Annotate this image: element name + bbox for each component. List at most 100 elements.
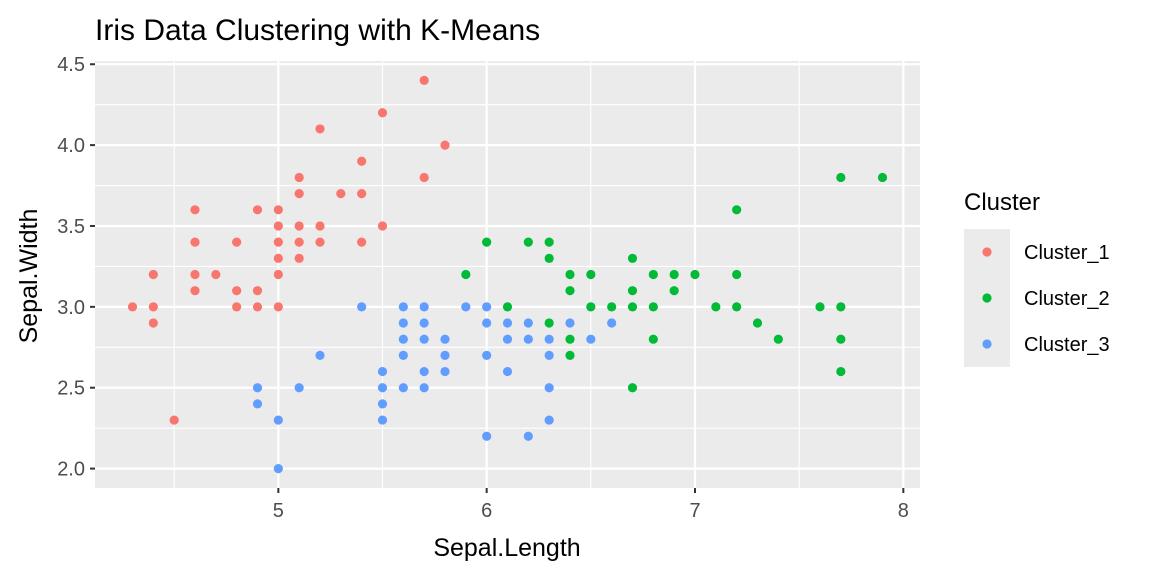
data-point [440,334,450,344]
data-point [398,334,408,344]
data-point [419,75,429,86]
data-point [523,318,533,328]
legend-label: Cluster_3 [1024,334,1110,356]
legend-item: Cluster_2 [964,275,1110,321]
data-point [627,302,638,312]
data-point [648,302,658,312]
legend-item: Cluster_3 [964,321,1110,367]
data-point [398,383,408,393]
data-point [877,172,888,183]
data-point [273,253,283,263]
series-cluster-3 [252,302,617,474]
data-point [669,286,679,296]
data-point [252,205,263,215]
data-point [377,399,388,409]
data-point [565,286,575,296]
data-point [294,253,304,263]
y-tick-label: 4.0 [57,135,85,157]
data-point [648,269,658,280]
data-point [711,302,721,312]
y-tick-label: 3.0 [57,297,85,319]
data-point [273,221,283,231]
data-point [502,302,513,312]
series-cluster-2 [461,172,888,393]
data-point [523,431,533,441]
data-point [398,302,408,312]
data-point [294,383,304,393]
x-axis: 5 6 7 8 [273,488,909,522]
y-tick-label: 4.5 [57,54,85,76]
x-tick-label: 8 [898,500,909,522]
data-point [732,269,742,280]
data-point [127,302,138,312]
data-point [544,383,554,393]
x-axis-title: Sepal.Length [433,534,580,562]
data-point [752,318,763,328]
data-point [357,237,367,247]
legend-key-marker [982,339,992,349]
data-point [377,415,388,425]
data-point [419,383,429,393]
data-point [419,318,429,328]
data-point [148,302,158,312]
data-point [440,366,450,377]
data-point [148,318,158,328]
data-point [502,334,513,344]
data-point [273,269,283,280]
data-point [627,383,638,393]
data-point [294,221,304,231]
data-point [377,108,388,118]
data-point [690,269,700,280]
data-point [544,415,554,425]
data-point [398,318,408,328]
data-point [252,286,263,296]
legend-label: Cluster_1 [1024,242,1110,264]
x-tick-label: 7 [689,500,700,522]
data-point [294,237,304,247]
x-tick-label: 6 [481,500,492,522]
data-point [190,269,200,280]
data-point [440,350,450,360]
data-point [544,318,554,328]
data-point [544,334,554,344]
data-point [273,237,283,247]
data-point [461,302,471,312]
data-point [502,318,513,328]
data-point [523,334,533,344]
data-point [773,334,783,344]
data-point [377,221,388,231]
data-point [232,237,242,247]
data-point [523,237,533,247]
data-point [315,350,325,360]
legend: Cluster Cluster_1 Cluster_2 Cluster_3 [964,189,1110,367]
data-point [627,253,638,263]
data-point [565,334,575,344]
data-point [252,302,263,312]
data-point [294,172,304,183]
y-tick-label: 2.0 [57,459,85,481]
data-point [544,350,554,360]
data-point [232,302,242,312]
chart-title: Iris Data Clustering with K-Means [95,14,540,47]
y-tick-label: 2.5 [57,378,85,400]
data-point [190,286,200,296]
data-point [607,318,617,328]
data-point [273,415,283,425]
data-point [565,318,575,328]
y-tick-label: 3.5 [57,216,85,238]
data-point [836,302,846,312]
data-point [377,383,388,393]
legend-keys: Cluster_1 Cluster_2 Cluster_3 [964,229,1110,367]
data-point [273,302,283,312]
y-axis: 2.0 2.5 3.0 3.5 4.0 4.5 [57,54,95,481]
data-point [836,366,846,377]
data-point [419,334,429,344]
data-point [273,463,283,474]
data-point [419,172,429,183]
data-point [836,334,846,344]
data-point [398,350,408,360]
data-point [669,269,679,280]
data-point [232,286,242,296]
data-point [169,415,179,425]
